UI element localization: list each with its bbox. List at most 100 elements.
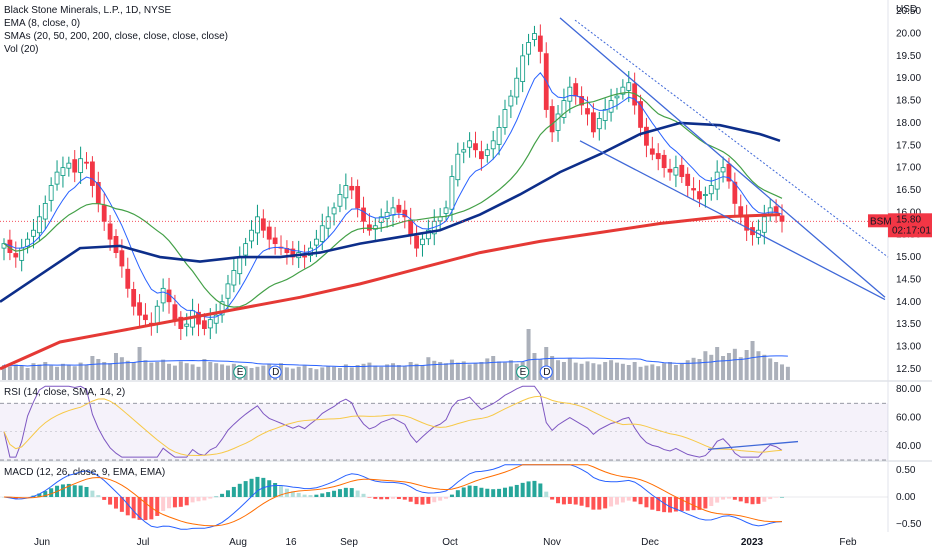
macd-hist-bar	[497, 488, 502, 497]
price-tick-label: 13.50	[896, 319, 921, 330]
candle-body	[390, 207, 396, 216]
candle-body	[608, 100, 614, 113]
volume-bar	[432, 360, 437, 380]
volume-bar	[373, 365, 378, 380]
volume-bar	[284, 367, 289, 380]
macd-hist-bar	[597, 497, 602, 510]
macd-hist-bar	[703, 497, 708, 509]
price-tick-label: 14.50	[896, 274, 921, 285]
candle-body	[249, 229, 254, 242]
macd-hist-bar	[438, 497, 443, 501]
candle-body	[532, 33, 537, 40]
candle-body	[367, 224, 372, 231]
price-tick-label: 17.00	[896, 163, 921, 174]
macd-hist-bar	[449, 494, 454, 497]
candle-body	[661, 154, 667, 169]
macd-hist-bar	[279, 485, 284, 497]
candle-body	[343, 185, 349, 199]
volume-bar	[461, 361, 466, 380]
volume-bar	[738, 357, 743, 380]
macd-hist-bar	[349, 488, 354, 497]
vol-legend: Vol (20)	[4, 44, 39, 55]
macd-hist-bar	[320, 493, 325, 497]
volume-bar	[644, 365, 649, 380]
candle-body	[726, 163, 732, 182]
volume-bar	[90, 356, 95, 380]
volume-bar	[72, 366, 77, 380]
candle-body	[761, 216, 767, 233]
macd-hist-bar	[143, 497, 148, 521]
sma-legend: SMAs (20, 50, 200, 200, close, close, cl…	[4, 31, 228, 42]
macd-hist-bar	[184, 497, 189, 506]
macd-hist-bar	[532, 480, 537, 497]
candle-body	[84, 161, 89, 164]
volume-bar	[485, 358, 490, 380]
candle-body	[514, 77, 520, 98]
candle-body	[237, 256, 243, 275]
candle-body	[319, 225, 325, 242]
price-tick-label: 20.50	[896, 6, 921, 17]
candle-body	[620, 86, 626, 95]
macd-hist-bar	[679, 497, 684, 511]
macd-hist-bar	[202, 497, 207, 501]
volume-bar	[102, 362, 107, 380]
candle-body	[302, 255, 307, 258]
macd-hist-bar	[332, 490, 337, 497]
macd-signal-line	[3, 464, 783, 527]
volume-bar	[2, 365, 6, 380]
macd-hist-bar	[408, 497, 413, 502]
volume-bar	[721, 356, 726, 380]
trend-line	[579, 140, 886, 301]
volume-bar	[526, 329, 531, 380]
candle-body	[484, 149, 490, 156]
macd-hist-bar	[467, 485, 472, 497]
price-tick-label: 15.00	[896, 252, 921, 263]
candle-body	[425, 229, 431, 240]
volume-bar	[391, 363, 395, 380]
candle-body	[48, 185, 54, 201]
candle-body	[496, 127, 502, 145]
candle-body	[36, 216, 42, 234]
candle-body	[184, 323, 190, 327]
price-tick-label: 14.00	[896, 297, 921, 308]
volume-bar	[119, 357, 124, 380]
candle-body	[42, 203, 48, 220]
macd-hist-bar	[550, 497, 555, 500]
macd-hist-bar	[738, 497, 743, 502]
macd-hist-bar	[208, 497, 213, 499]
volume-bar	[567, 358, 572, 380]
macd-hist-bar	[644, 497, 649, 508]
candle-body	[626, 82, 632, 91]
candle-body	[125, 268, 131, 289]
macd-hist-bar	[697, 497, 702, 510]
trend-line	[574, 19, 889, 258]
macd-hist-bar	[108, 497, 113, 505]
candle-body	[685, 173, 691, 186]
time-tick-label: Dec	[641, 537, 659, 548]
volume-bar	[184, 363, 189, 380]
volume-bar	[13, 364, 18, 380]
candle-body	[101, 205, 107, 222]
volume-bar	[662, 363, 667, 380]
macd-hist-bar	[125, 497, 130, 516]
candle-body	[119, 250, 125, 267]
macd-hist-bar	[72, 485, 77, 497]
volume-bar	[55, 366, 60, 380]
rsi-tick-label: 80.00	[896, 384, 921, 395]
macd-hist-bar	[273, 482, 278, 497]
macd-hist-bar	[603, 497, 608, 509]
candle-body	[384, 211, 390, 220]
volume-bar	[703, 351, 708, 380]
macd-hist-bar	[131, 497, 136, 519]
time-tick-label: Aug	[229, 537, 247, 548]
candle-body	[408, 219, 414, 236]
price-tick-label: 18.00	[896, 118, 921, 129]
macd-hist-bar	[673, 497, 678, 512]
macd-hist-bar	[567, 497, 572, 504]
macd-hist-bar	[520, 482, 525, 497]
macd-hist-bar	[343, 487, 348, 497]
last-price-countdown: 02:17:01	[892, 225, 931, 236]
volume-bar	[479, 362, 484, 380]
macd-hist-bar	[326, 492, 331, 497]
volume-bar	[113, 353, 118, 380]
